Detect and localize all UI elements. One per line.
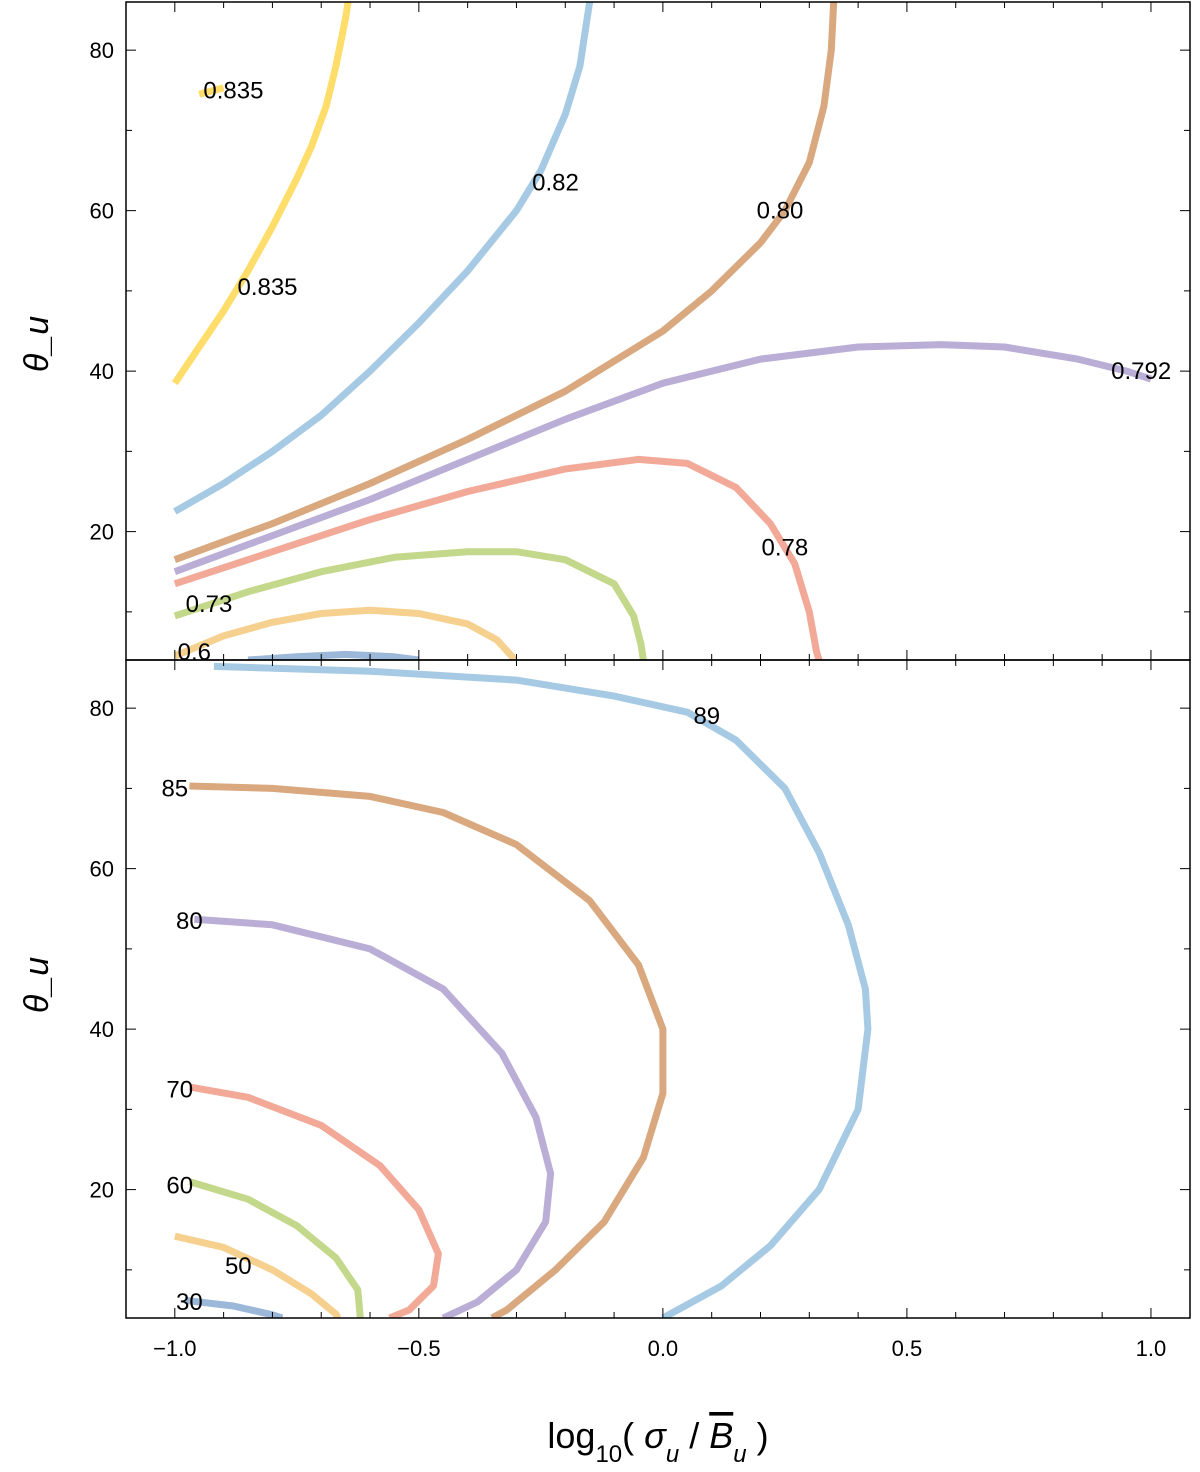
- top-contour-label-0-835: 0.835: [203, 77, 263, 104]
- bottom-frame: [125, 659, 1191, 1319]
- bottom-contour-30: [184, 1296, 284, 1318]
- bottom-contour-85: [189, 782, 667, 1318]
- xtick-label-0-5: 0.5: [892, 1336, 923, 1361]
- xtick-label-0-5: −0.5: [397, 1336, 440, 1361]
- bottom-contour-50: [174, 1232, 342, 1318]
- top-contour-unlabeled-low: [247, 650, 420, 660]
- top-contour-0-80: [173, 2, 838, 563]
- top-contour-label-0-73: 0.73: [186, 591, 233, 618]
- top-contour-label-0-792: 0.792: [1111, 358, 1171, 385]
- bottom-contour-label-85: 85: [161, 775, 188, 802]
- top-contour-0-78: [173, 455, 823, 660]
- top-contours: [171, 2, 1153, 660]
- top-contour-label-0-835: 0.835: [237, 274, 297, 301]
- bottom-panel: 89 85 80 70 60 50 30 20 40 60 80 −1.0 −0.5 0.0 0.5 1.0: [90, 659, 1191, 1361]
- top-contour-label-0-82: 0.82: [532, 170, 579, 197]
- bottom-contour-label-50: 50: [225, 1253, 252, 1280]
- bottom-contour-60: [188, 1178, 364, 1318]
- top-ylabel: θ_u: [18, 316, 56, 372]
- bottom-ytick-label-40: 40: [90, 1017, 114, 1042]
- bottom-contour-label-70: 70: [166, 1076, 193, 1103]
- bottom-contour-label-89: 89: [693, 703, 720, 730]
- bottom-ylabel: θ_u: [18, 957, 56, 1013]
- top-contour-0-835-small: [198, 84, 225, 98]
- top-panel: 0.835 0.835 0.82 0.80 0.792 0.78 0.73 0.6 20 40 6…: [90, 1, 1191, 666]
- bottom-contour-80: [194, 915, 555, 1318]
- top-ytick-label-80: 80: [90, 38, 114, 63]
- bottom-contour-89: [213, 662, 872, 1318]
- bottom-ytick-label-20: 20: [90, 1178, 114, 1203]
- bottom-contour-label-80: 80: [176, 908, 203, 935]
- top-ytick-label-60: 60: [90, 199, 114, 224]
- bottom-contour-70: [188, 1083, 442, 1318]
- xtick-label-0: 0.0: [648, 1336, 679, 1361]
- xtick-label-1: 1.0: [1136, 1336, 1167, 1361]
- top-contour-0-6: [173, 606, 518, 660]
- bottom-contours: [174, 662, 872, 1318]
- bottom-contour-label-30: 30: [176, 1289, 203, 1316]
- top-contour-0-82: [173, 2, 594, 515]
- bottom-axes: 20 40 60 80 −1.0 −0.5 0.0 0.5 1.0: [90, 659, 1191, 1361]
- xtick-label-1: −1.0: [153, 1336, 196, 1361]
- top-contour-label-0-6: 0.6: [178, 639, 211, 666]
- top-contour-0-792: [173, 341, 1153, 575]
- bottom-ytick-label-60: 60: [90, 857, 114, 882]
- bottom-contour-labels: 89 85 80 70 60 50 30: [161, 703, 720, 1316]
- top-ytick-label-20: 20: [90, 520, 114, 545]
- top-contour-label-0-78: 0.78: [762, 535, 809, 562]
- top-contour-labels: 0.835 0.835 0.82 0.80 0.792 0.78 0.73 0.6: [178, 77, 1172, 666]
- bottom-ytick-label-80: 80: [90, 696, 114, 721]
- top-contour-0-835: [171, 2, 352, 386]
- top-contour-label-0-80: 0.80: [757, 198, 804, 225]
- top-contour-0-73: [173, 548, 647, 660]
- bottom-contour-label-60: 60: [166, 1173, 193, 1200]
- top-ytick-label-40: 40: [90, 359, 114, 384]
- x-axis-label: log10( σu / Bu ): [547, 1415, 768, 1468]
